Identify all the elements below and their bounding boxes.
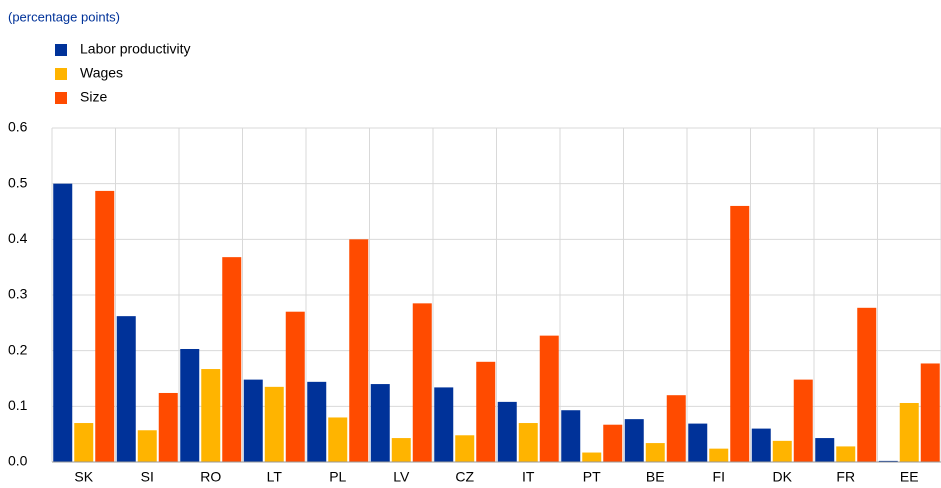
bar: [328, 417, 348, 462]
bar: [751, 428, 771, 462]
bar: [772, 440, 792, 462]
bar: [539, 335, 559, 462]
x-tick-label: DK: [773, 469, 793, 485]
bar: [645, 443, 665, 462]
x-tick-label: PL: [329, 469, 346, 485]
bar: [370, 384, 390, 462]
x-tick-label: CZ: [455, 469, 474, 485]
x-tick-label: RO: [200, 469, 221, 485]
y-tick-label: 0.1: [8, 397, 28, 413]
bar: [412, 303, 432, 462]
bar: [497, 401, 517, 462]
bar: [920, 363, 940, 462]
bar: [158, 392, 178, 462]
x-tick-label: EE: [900, 469, 919, 485]
x-tick-label: IT: [522, 469, 535, 485]
y-tick-label: 0.0: [8, 453, 28, 469]
bar: [582, 452, 602, 462]
x-tick-label: LV: [393, 469, 410, 485]
bar: [455, 435, 475, 462]
x-tick-label: SK: [74, 469, 93, 485]
legend-swatch: [55, 68, 67, 80]
bar: [307, 381, 327, 462]
bar: [815, 438, 835, 462]
x-tick-label: FI: [713, 469, 725, 485]
y-tick-label: 0.3: [8, 286, 28, 302]
legend-label: Size: [80, 89, 107, 105]
bar: [899, 402, 919, 462]
bar: [793, 379, 813, 462]
y-tick-label: 0.4: [8, 230, 28, 246]
legend-label: Labor productivity: [80, 41, 191, 57]
y-tick-label: 0.5: [8, 174, 28, 190]
bar: [391, 438, 411, 462]
bar: [95, 190, 115, 463]
chart-subtitle: (percentage points): [8, 9, 120, 24]
bar: [137, 430, 157, 462]
y-tick-label: 0.2: [8, 341, 28, 357]
legend-label: Wages: [80, 65, 123, 81]
legend-swatch: [55, 44, 67, 56]
bar: [836, 446, 856, 462]
bar: [688, 423, 708, 462]
x-tick-label: PT: [583, 469, 601, 485]
bar: [349, 239, 369, 462]
bar: [243, 379, 263, 462]
bar: [603, 424, 623, 462]
bar: [264, 386, 284, 462]
bar: [201, 369, 221, 462]
bar: [180, 348, 200, 462]
bar: [518, 423, 538, 462]
bar: [53, 183, 73, 462]
bar: [74, 423, 94, 462]
bar: [476, 361, 496, 462]
x-tick-label: FR: [836, 469, 855, 485]
bar: [285, 311, 305, 462]
x-tick-label: SI: [141, 469, 154, 485]
bar: [434, 387, 454, 462]
x-tick-label: BE: [646, 469, 665, 485]
y-tick-label: 0.6: [8, 119, 28, 135]
bar: [730, 205, 750, 462]
bar: [709, 448, 729, 462]
bar: [222, 257, 242, 462]
legend-swatch: [55, 92, 67, 104]
x-tick-label: LT: [267, 469, 283, 485]
bar: [666, 395, 686, 462]
bar: [624, 419, 644, 462]
bar: [878, 460, 898, 462]
bar: [857, 307, 877, 462]
bar: [561, 410, 581, 462]
bar: [116, 316, 136, 462]
